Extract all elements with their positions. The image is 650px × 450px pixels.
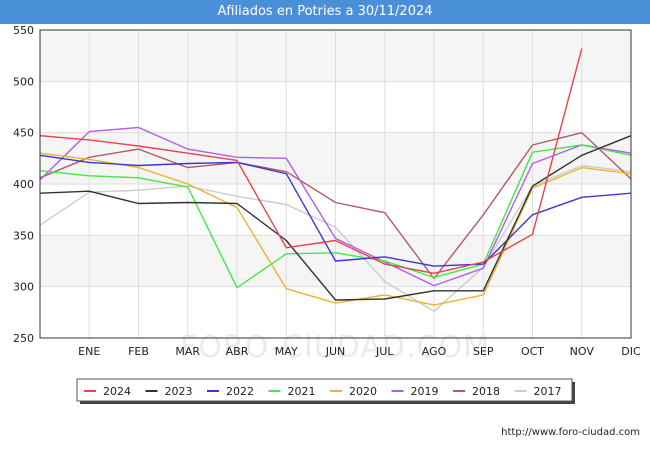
- x-tick-label: MAR: [175, 345, 200, 358]
- series-line-2019: [39, 126, 632, 287]
- series-line-2022: [39, 154, 632, 267]
- x-tick-label: NOV: [570, 345, 595, 358]
- source-credit: http://www.foro-ciudad.com: [501, 427, 640, 438]
- x-tick-label: FEB: [128, 345, 149, 358]
- watermark: FORO-CIUDAD.COM: [180, 330, 490, 365]
- series-lines: [39, 48, 632, 312]
- series-line-2023: [39, 135, 632, 301]
- legend-label-2019: 2019: [411, 385, 439, 398]
- x-tick-labels: ENE FEB MAR ABR MAY JUN JUL AGO SEP OCT NOV DIC: [78, 345, 641, 358]
- legend-label-2020: 2020: [349, 385, 377, 398]
- series-line-2024: [39, 48, 583, 274]
- x-tick-label: ENE: [78, 345, 100, 358]
- x-tick-label: AGO: [422, 345, 447, 358]
- y-tick-label: 250: [13, 332, 34, 345]
- legend-label-2022: 2022: [226, 385, 254, 398]
- x-tick-label: SEP: [473, 345, 494, 358]
- legend-label-2021: 2021: [288, 385, 316, 398]
- series-line-2018: [39, 131, 632, 280]
- x-tick-label: MAY: [275, 345, 298, 358]
- legend-label-2024: 2024: [103, 385, 131, 398]
- x-tick-label: JUN: [325, 345, 346, 358]
- x-tick-label: OCT: [521, 345, 544, 358]
- legend-label-2017: 2017: [534, 385, 562, 398]
- legend-box: [76, 378, 573, 402]
- y-tick-label: 350: [13, 229, 34, 242]
- legend: 2024 2023 2022 2021 2020 2019 2018 2017: [76, 378, 575, 404]
- title-bar: [0, 0, 650, 24]
- plot-frame: [39, 29, 632, 339]
- legend-label-2018: 2018: [472, 385, 500, 398]
- x-tick-label: JUL: [375, 345, 394, 358]
- chart-title: Afiliados en Potries a 30/11/2024: [217, 4, 433, 19]
- y-tick-label: 400: [13, 178, 34, 191]
- y-tick-label: 300: [13, 281, 34, 294]
- series-line-2020: [39, 152, 632, 306]
- y-tick-label: 500: [13, 75, 34, 88]
- y-tick-label: 550: [13, 24, 34, 37]
- axes: [39, 29, 632, 339]
- y-tick-label: 450: [13, 127, 34, 140]
- y-tick-labels: 250 300 350 400 450 500 550: [13, 24, 34, 345]
- x-tick-label: DIC: [621, 345, 641, 358]
- x-tick-label: ABR: [226, 345, 249, 358]
- legend-label-2023: 2023: [165, 385, 193, 398]
- series-line-2021: [39, 144, 632, 289]
